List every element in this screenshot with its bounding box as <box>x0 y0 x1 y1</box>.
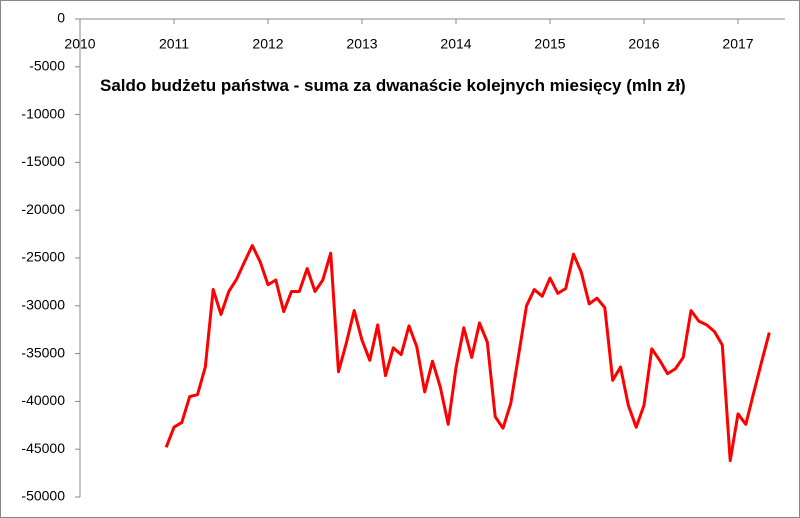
y-tick-label: -10000 <box>21 105 65 121</box>
y-tick-label: -40000 <box>21 392 65 408</box>
y-tick-label: -15000 <box>21 153 65 169</box>
y-tick-label: -45000 <box>21 440 65 456</box>
y-tick-label: -5000 <box>29 58 65 74</box>
y-tick-label: -25000 <box>21 249 65 265</box>
x-tick-label: 2011 <box>159 36 189 52</box>
y-tick-label: -20000 <box>21 201 65 217</box>
chart-title: Saldo budżetu państwa - suma za dwanaści… <box>100 76 686 95</box>
data-line <box>164 244 771 463</box>
x-tick-label: 2012 <box>252 36 283 52</box>
y-tick-label: -50000 <box>21 488 65 504</box>
y-tick-label: 0 <box>57 10 65 26</box>
y-tick-label: -30000 <box>21 297 65 313</box>
x-tick-label: 2016 <box>628 36 659 52</box>
x-tick-label: 2015 <box>534 36 565 52</box>
x-tick-label: 2017 <box>722 36 753 52</box>
x-tick-label: 2010 <box>64 36 95 52</box>
y-tick-label: -35000 <box>21 344 65 360</box>
x-tick-label: 2014 <box>440 36 471 52</box>
x-tick-label: 2013 <box>346 36 377 52</box>
